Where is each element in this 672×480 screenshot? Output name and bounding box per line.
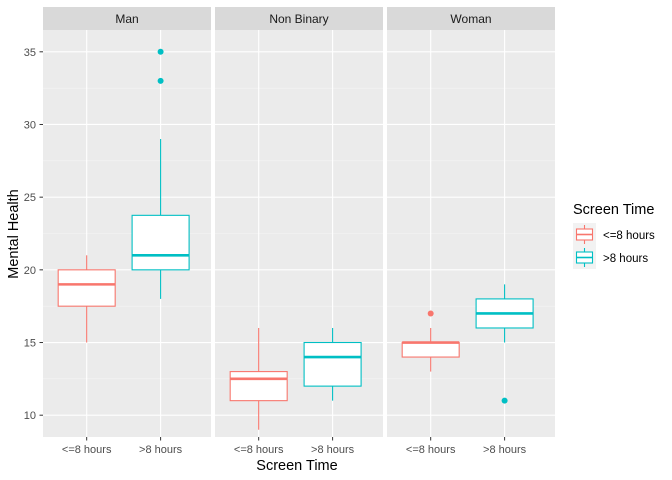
x-tick-label-8-hours: >8 hours [139, 444, 183, 456]
x-tick-label-8-hours: <=8 hours [234, 444, 284, 456]
facet-strip-non-binary [215, 7, 383, 30]
x-tick-label-8-hours: >8 hours [311, 444, 355, 456]
box-woman-8-hours [475, 284, 534, 404]
y-tick-label-25: 25 [24, 192, 36, 204]
facet-strip-label-non-binary: Non Binary [269, 12, 328, 26]
box-body [303, 341, 362, 387]
outlier-point [501, 397, 508, 404]
facet-strip-label-man: Man [115, 12, 138, 26]
facet-panel-non-binary: Non Binary <=8 hours >8 hours [215, 7, 383, 456]
facet-strip-woman [387, 7, 555, 30]
legend-item-8-hours: >8 hours [573, 246, 648, 269]
legend-label-8-hours: >8 hours [603, 253, 648, 265]
box-body [57, 269, 116, 307]
outlier-point [157, 48, 164, 55]
box-man-8-hours [57, 255, 116, 343]
x-tick-label-8-hours: >8 hours [483, 444, 527, 456]
facet-panels: Man <=8 hours >8 hours Non Binary <=8 hours >… [43, 7, 555, 456]
y-tick-label-30: 30 [24, 119, 36, 131]
box-non-binary-8-hours [229, 327, 288, 430]
x-tick-label-8-hours: <=8 hours [62, 444, 112, 456]
box-non-binary-8-hours [303, 327, 362, 401]
legend: Screen Time <=8 hours >8 hours [573, 202, 655, 269]
x-tick-label-8-hours: <=8 hours [406, 444, 456, 456]
box-body [401, 341, 460, 358]
box-woman-8-hours [401, 310, 460, 372]
legend-item-8-hours: <=8 hours [573, 223, 655, 246]
y-tick-label-15: 15 [24, 338, 36, 350]
y-axis-title: Mental Health [6, 189, 22, 278]
legend-label-8-hours: <=8 hours [603, 230, 655, 242]
facet-strip-label-woman: Woman [450, 12, 491, 26]
y-tick-label-35: 35 [24, 47, 36, 59]
x-axis-title: Screen Time [256, 458, 337, 474]
legend-title: Screen Time [573, 202, 654, 218]
box-body [131, 214, 190, 271]
facet-panel-woman: Woman <=8 hours >8 hours [387, 7, 555, 456]
facet-strip-man [43, 7, 211, 30]
outlier-point [427, 310, 434, 317]
box-body [229, 371, 288, 402]
y-tick-label-10: 10 [24, 410, 36, 422]
outlier-point [157, 77, 164, 84]
y-tick-label-20: 20 [24, 265, 36, 277]
facet-panel-man: Man <=8 hours >8 hours [43, 7, 211, 456]
box-man-8-hours [131, 48, 190, 299]
